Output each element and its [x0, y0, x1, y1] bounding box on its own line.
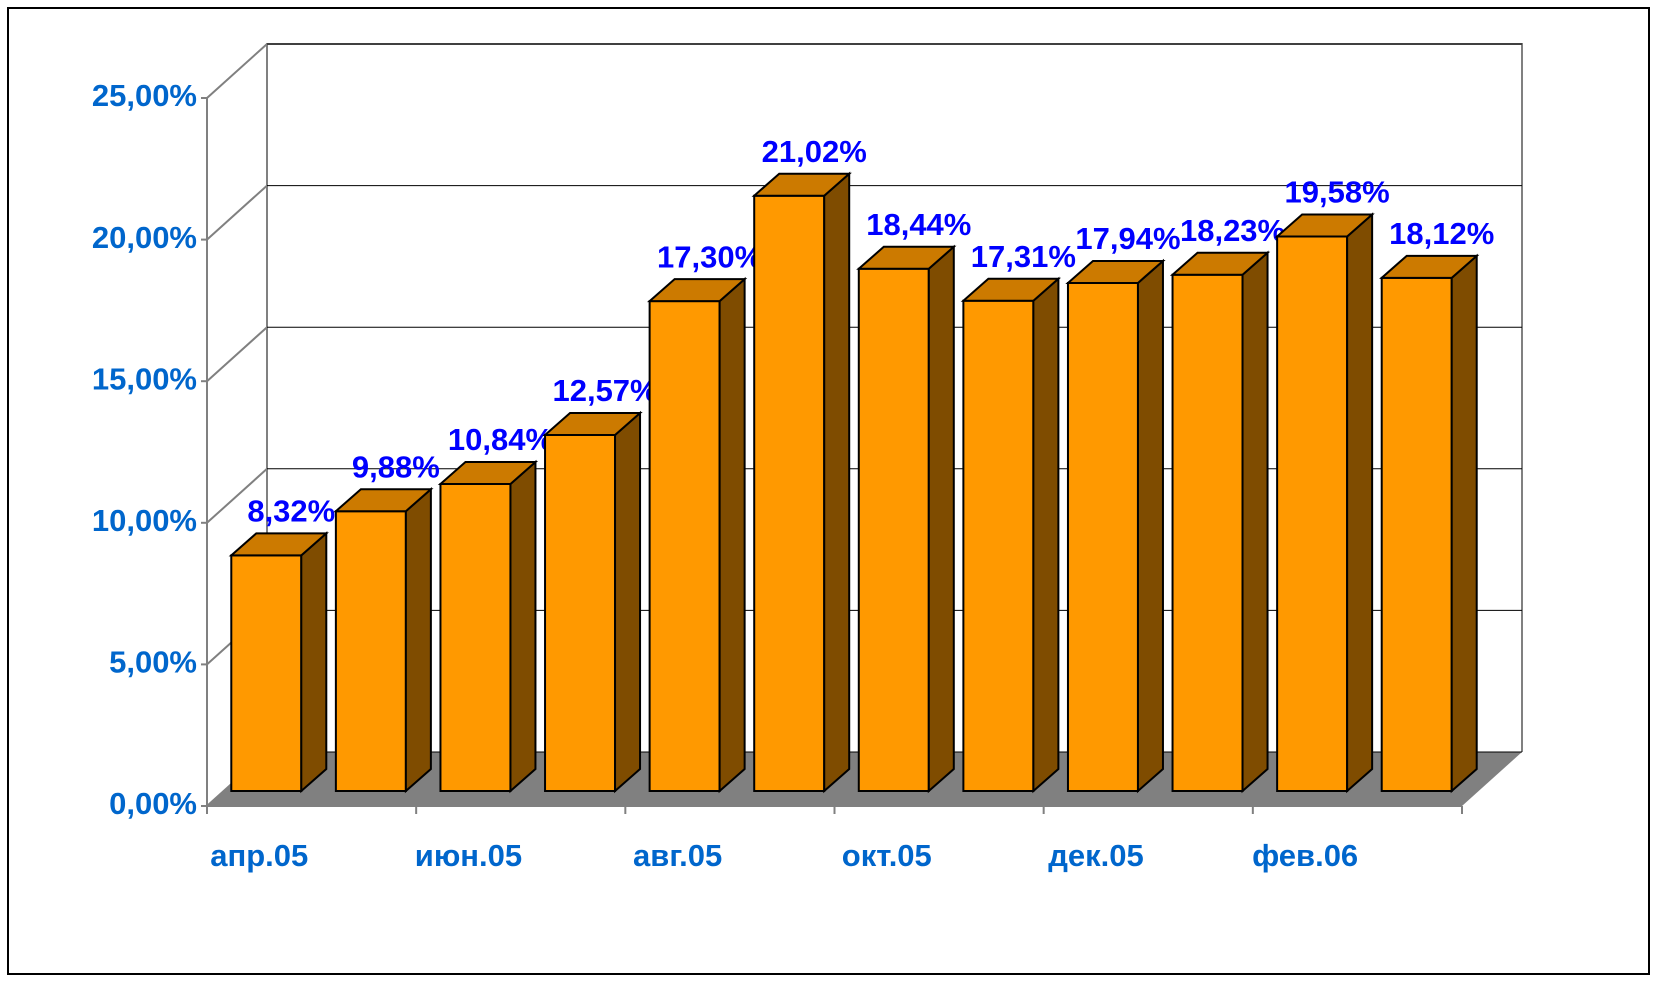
bar [751, 171, 852, 794]
value-label: 21,02% [762, 134, 867, 169]
bar-top [1169, 251, 1271, 276]
bar-side [823, 171, 851, 794]
x-tick-label: июн.05 [415, 838, 522, 873]
bar [960, 276, 1062, 794]
bar-top [1065, 259, 1166, 284]
bar [646, 276, 748, 794]
bar-front [857, 267, 930, 792]
bar-side [1032, 276, 1060, 794]
bar-front [230, 554, 303, 792]
bar [1379, 253, 1480, 794]
bar-top [228, 532, 329, 557]
y-tick-label: 15,00% [92, 361, 197, 396]
bar-top [1379, 254, 1480, 279]
x-tick-label: авг.05 [633, 838, 722, 873]
bar-top [856, 245, 957, 270]
bar [856, 244, 957, 794]
grid-line [206, 326, 268, 382]
bar-side [1136, 258, 1164, 794]
x-tick-label: фев.06 [1252, 838, 1358, 873]
bar-side [614, 410, 642, 794]
bar [1065, 258, 1166, 794]
value-label: 18,12% [1389, 216, 1494, 251]
bar-top [646, 278, 748, 303]
bar [1274, 212, 1375, 794]
y-tick-label: 20,00% [92, 220, 197, 255]
bar [437, 459, 539, 794]
value-label: 19,58% [1285, 175, 1390, 210]
grid-line [206, 468, 268, 524]
y-tick-label: 5,00% [109, 645, 197, 680]
bar-side [718, 276, 746, 794]
value-label: 17,31% [971, 239, 1076, 274]
bar-top [542, 412, 643, 437]
bar-side [1346, 212, 1374, 794]
bar-top [437, 461, 539, 486]
x-tick-label: апр.05 [210, 838, 308, 873]
bar-side [404, 486, 432, 794]
bar-top [960, 277, 1062, 302]
bar [542, 410, 643, 794]
bar-side [1241, 250, 1269, 794]
bar-front [753, 194, 826, 792]
bar-top [751, 172, 852, 197]
bar-front [648, 300, 721, 792]
bar-side [927, 244, 955, 794]
bar-top [1274, 213, 1375, 238]
value-label: 17,94% [1075, 221, 1180, 256]
y-tick-label: 25,00% [92, 78, 197, 113]
bar-front [439, 483, 512, 792]
bar-top [333, 488, 434, 513]
value-label: 18,23% [1180, 213, 1285, 248]
bar-front [544, 434, 617, 792]
value-label: 18,44% [866, 207, 971, 242]
bar-side [509, 459, 537, 794]
bar-front [962, 299, 1035, 792]
bar-side [300, 531, 328, 794]
bar-front [334, 510, 407, 792]
grid-line [206, 184, 268, 241]
bar-side [1450, 253, 1478, 794]
value-label: 12,57% [552, 373, 657, 408]
grid-line [206, 43, 268, 99]
value-label: 8,32% [247, 494, 335, 529]
y-tick-label: 0,00% [109, 786, 197, 821]
x-tick-label: окт.05 [842, 838, 932, 873]
bar [1169, 250, 1271, 794]
bar-front [1066, 281, 1139, 792]
value-label: 17,30% [657, 239, 762, 274]
bar-front [1380, 276, 1453, 792]
bar [333, 486, 434, 794]
x-tick-label: дек.05 [1048, 838, 1144, 873]
bar-front [1171, 273, 1244, 792]
value-label: 10,84% [448, 422, 553, 457]
value-label: 9,88% [352, 449, 440, 484]
bar [228, 531, 329, 794]
bar-front [1276, 235, 1349, 792]
y-tick-label: 10,00% [92, 503, 197, 538]
